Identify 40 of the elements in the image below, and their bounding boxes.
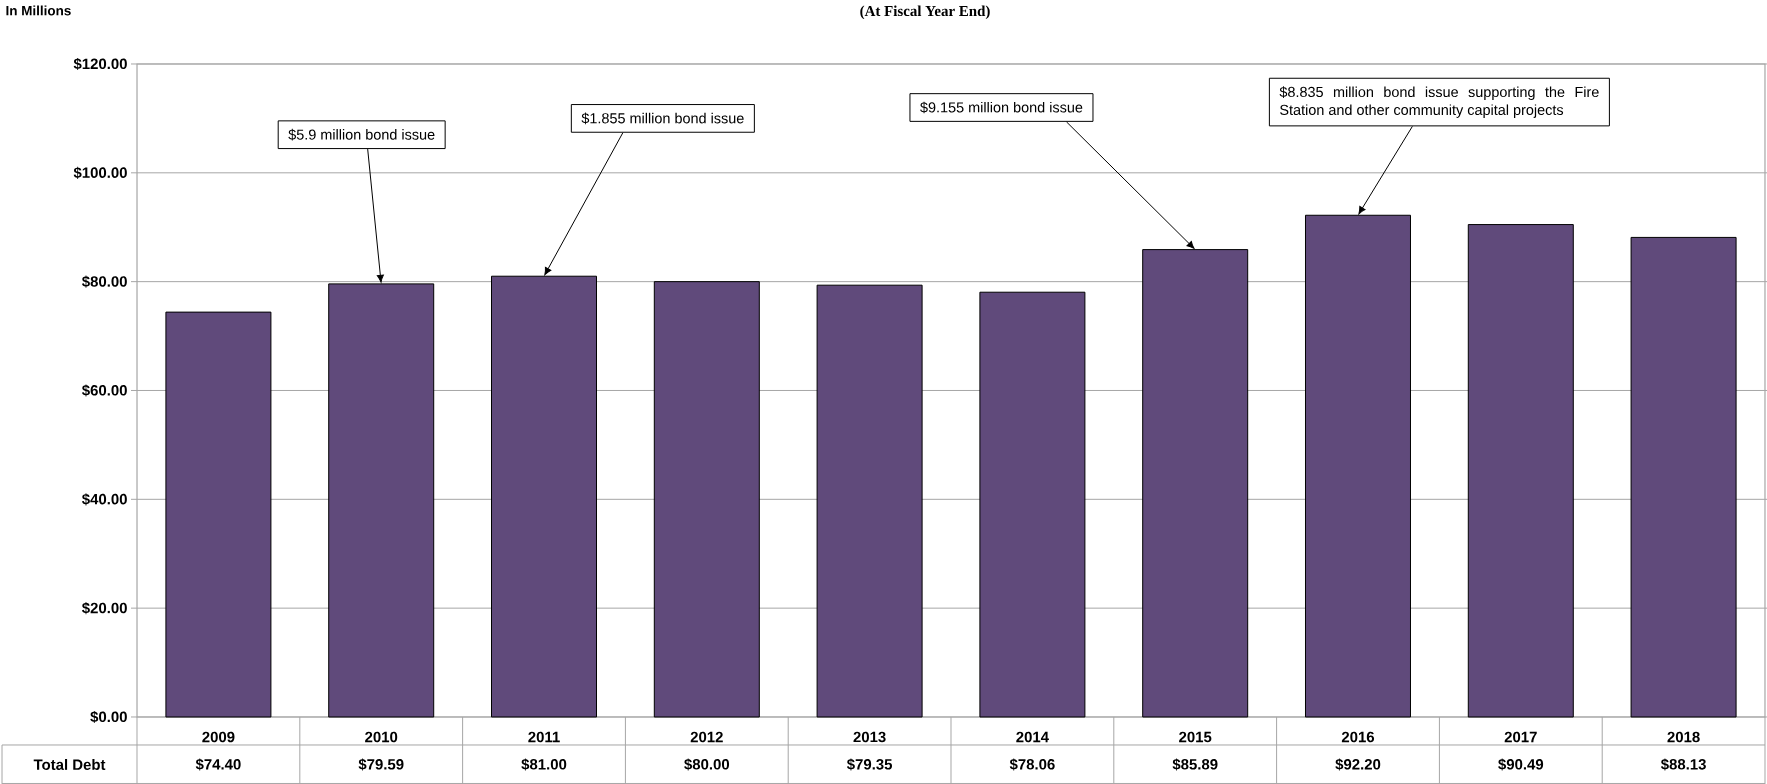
bar (979, 291, 1086, 718)
x-tick-label: 2015 (1179, 731, 1212, 743)
data-label: $92.20 (1335, 758, 1381, 771)
data-label: $81.00 (521, 758, 567, 771)
y-tick-label: $60.00 (81, 384, 127, 397)
annotation: $8.835 million bond issue supporting the Fire Station and other community capital projects (1279, 86, 1599, 118)
y-tick-label: $20.00 (81, 602, 127, 615)
bar (1467, 224, 1574, 718)
data-label: $85.89 (1172, 758, 1218, 771)
x-tick-label: 2017 (1504, 731, 1537, 743)
y-tick-label: $40.00 (81, 493, 127, 506)
data-label: $90.49 (1498, 758, 1544, 771)
data-label: $88.13 (1660, 758, 1706, 771)
annotation: $9.155 million bond issue (920, 101, 1083, 114)
annotation: $5.9 million bond issue (288, 128, 435, 141)
x-tick-label: 2016 (1341, 731, 1375, 743)
y-tick-label: $120.00 (73, 57, 127, 71)
x-tick-label: 2012 (690, 731, 723, 743)
data-label: $78.06 (1009, 758, 1055, 771)
y-tick-label: $100.00 (73, 166, 127, 179)
x-tick-label: 2018 (1667, 731, 1700, 743)
text: Total Debt (33, 759, 106, 770)
data-label: $79.59 (358, 758, 404, 771)
bar (1630, 236, 1737, 718)
chart-title: (At Fiscal Year End) (860, 5, 990, 20)
data-label: $74.40 (195, 758, 241, 771)
x-tick-label: 2010 (365, 731, 398, 743)
y-axis-title: In Millions (6, 5, 71, 16)
data-label: $80.00 (684, 758, 730, 771)
y-tick-label: $80.00 (81, 275, 127, 288)
data-label: $79.35 (846, 758, 893, 771)
x-tick-label: 2014 (1016, 731, 1049, 743)
bar (816, 284, 923, 718)
y-tick-label: $0.00 (90, 710, 127, 724)
x-tick-label: 2011 (528, 731, 560, 743)
annotation: $1.855 million bond issue (581, 112, 744, 125)
bar (165, 311, 272, 718)
bar (653, 281, 760, 718)
x-tick-label: 2009 (202, 731, 235, 743)
x-tick-label: 2013 (853, 731, 886, 743)
